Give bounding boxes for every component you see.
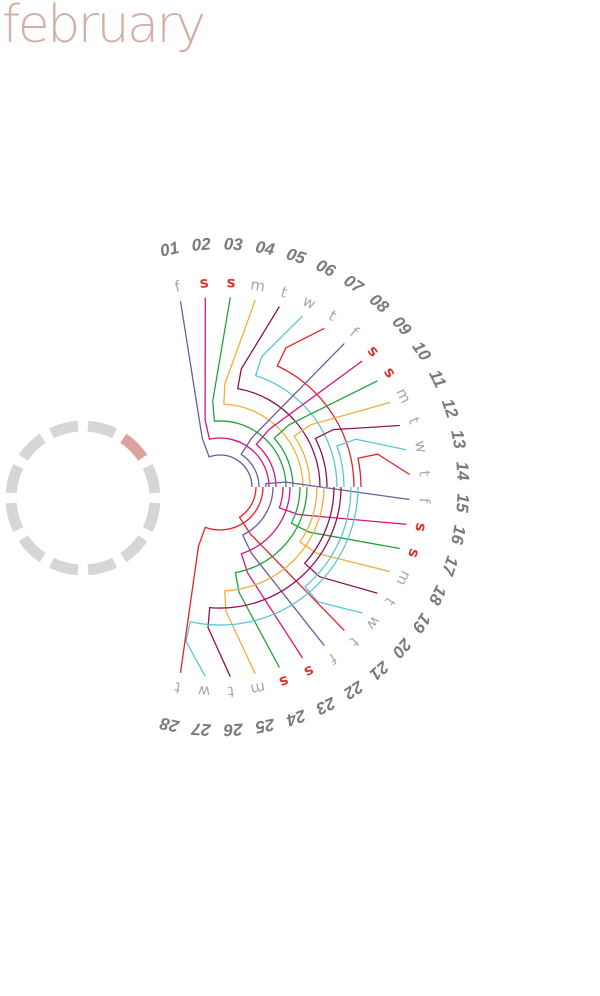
day-number: 21 [366, 657, 393, 684]
day-stream [255, 360, 363, 488]
day-number: 04 [254, 237, 277, 259]
day-number: 02 [191, 234, 212, 254]
day-stream [357, 453, 410, 488]
weekday-label: s [277, 672, 291, 692]
ring-segment [18, 535, 46, 563]
weekday-label: m [249, 678, 267, 698]
ring-segment [48, 557, 79, 576]
day-number: 28 [158, 713, 182, 736]
day-number: 06 [313, 256, 339, 282]
day-stream [299, 486, 391, 573]
weekday-label: w [197, 682, 211, 701]
weekday-label: t [381, 594, 399, 609]
day-stream [240, 342, 345, 488]
day-number: 26 [223, 720, 244, 740]
weekday-label: m [392, 385, 415, 406]
day-stream [212, 297, 287, 488]
day-number: 16 [447, 524, 469, 547]
weekday-label: f [173, 277, 183, 296]
day-number: 17 [437, 554, 462, 580]
day-number: 09 [388, 312, 415, 339]
day-number: 24 [284, 706, 309, 730]
ring-segment [48, 420, 79, 439]
weekday-label: s [404, 546, 424, 560]
day-number: 12 [438, 396, 462, 421]
weekday-label: s [364, 342, 383, 361]
day-number: 05 [284, 244, 308, 268]
weekday-label: t [228, 683, 235, 701]
ring-segment [142, 463, 161, 494]
day-stream [185, 486, 359, 677]
day-number: 27 [190, 719, 213, 740]
weekday-label: f [346, 323, 362, 341]
day-stream [265, 481, 410, 501]
weekday-label: s [226, 273, 236, 291]
day-number: 23 [313, 693, 340, 719]
day-stream [293, 401, 391, 488]
ring-segment [87, 557, 118, 576]
day-number: 25 [253, 715, 277, 737]
progress-ring [5, 420, 161, 576]
day-number: 20 [388, 634, 416, 662]
weekday-label: s [199, 273, 209, 292]
ring-segment [87, 420, 118, 439]
weekday-label: s [411, 521, 430, 533]
weekday-label: t [278, 283, 289, 302]
day-stream [224, 486, 325, 674]
day-streams [179, 297, 410, 677]
day-stream [240, 486, 304, 659]
weekday-label: t [405, 415, 424, 427]
day-number: 01 [158, 238, 180, 261]
day-number: 22 [340, 676, 368, 703]
day-number: 08 [366, 290, 393, 317]
day-stream [179, 486, 264, 673]
ring-segment [5, 502, 24, 533]
weekday-label: t [415, 470, 433, 477]
day-stream [273, 380, 378, 488]
day-stream [304, 486, 363, 614]
day-stream [278, 486, 407, 525]
day-stream [207, 486, 342, 677]
day-number: 15 [452, 493, 472, 514]
day-number: 11 [425, 367, 450, 391]
day-stream [236, 306, 321, 488]
ring-segment [120, 433, 148, 461]
day-stream [276, 327, 355, 488]
weekday-label: t [346, 633, 362, 651]
weekday-label: w [300, 292, 319, 314]
weekday-label: s [301, 662, 317, 682]
day-number: 03 [223, 234, 243, 254]
day-number: 10 [408, 338, 435, 365]
weekday-label: t [173, 678, 183, 697]
day-number: 18 [425, 583, 451, 609]
weekday-label: s [380, 364, 400, 382]
month-title: february [2, 0, 206, 55]
weekday-label: f [415, 497, 433, 504]
day-stream [303, 486, 378, 594]
day-stream [336, 438, 407, 488]
day-stream [314, 424, 400, 488]
day-stream [241, 486, 325, 647]
day-stream [234, 486, 308, 668]
ring-segment [142, 502, 161, 533]
ring-segment [120, 535, 148, 563]
day-stream [179, 301, 253, 488]
weekday-label: w [363, 612, 385, 633]
day-stream [254, 315, 338, 488]
weekday-label: t [325, 307, 340, 325]
day-number: 07 [340, 271, 368, 298]
day-number: 19 [408, 610, 435, 637]
weekday-label: f [325, 649, 340, 667]
day-stream [238, 486, 345, 632]
weekday-label: m [392, 568, 415, 589]
day-number: 14 [452, 461, 472, 482]
weekday-label: w [411, 439, 431, 455]
day-number: 13 [447, 428, 469, 451]
ring-segment [18, 433, 46, 461]
ring-segment [5, 463, 24, 494]
weekday-label: m [249, 275, 267, 295]
